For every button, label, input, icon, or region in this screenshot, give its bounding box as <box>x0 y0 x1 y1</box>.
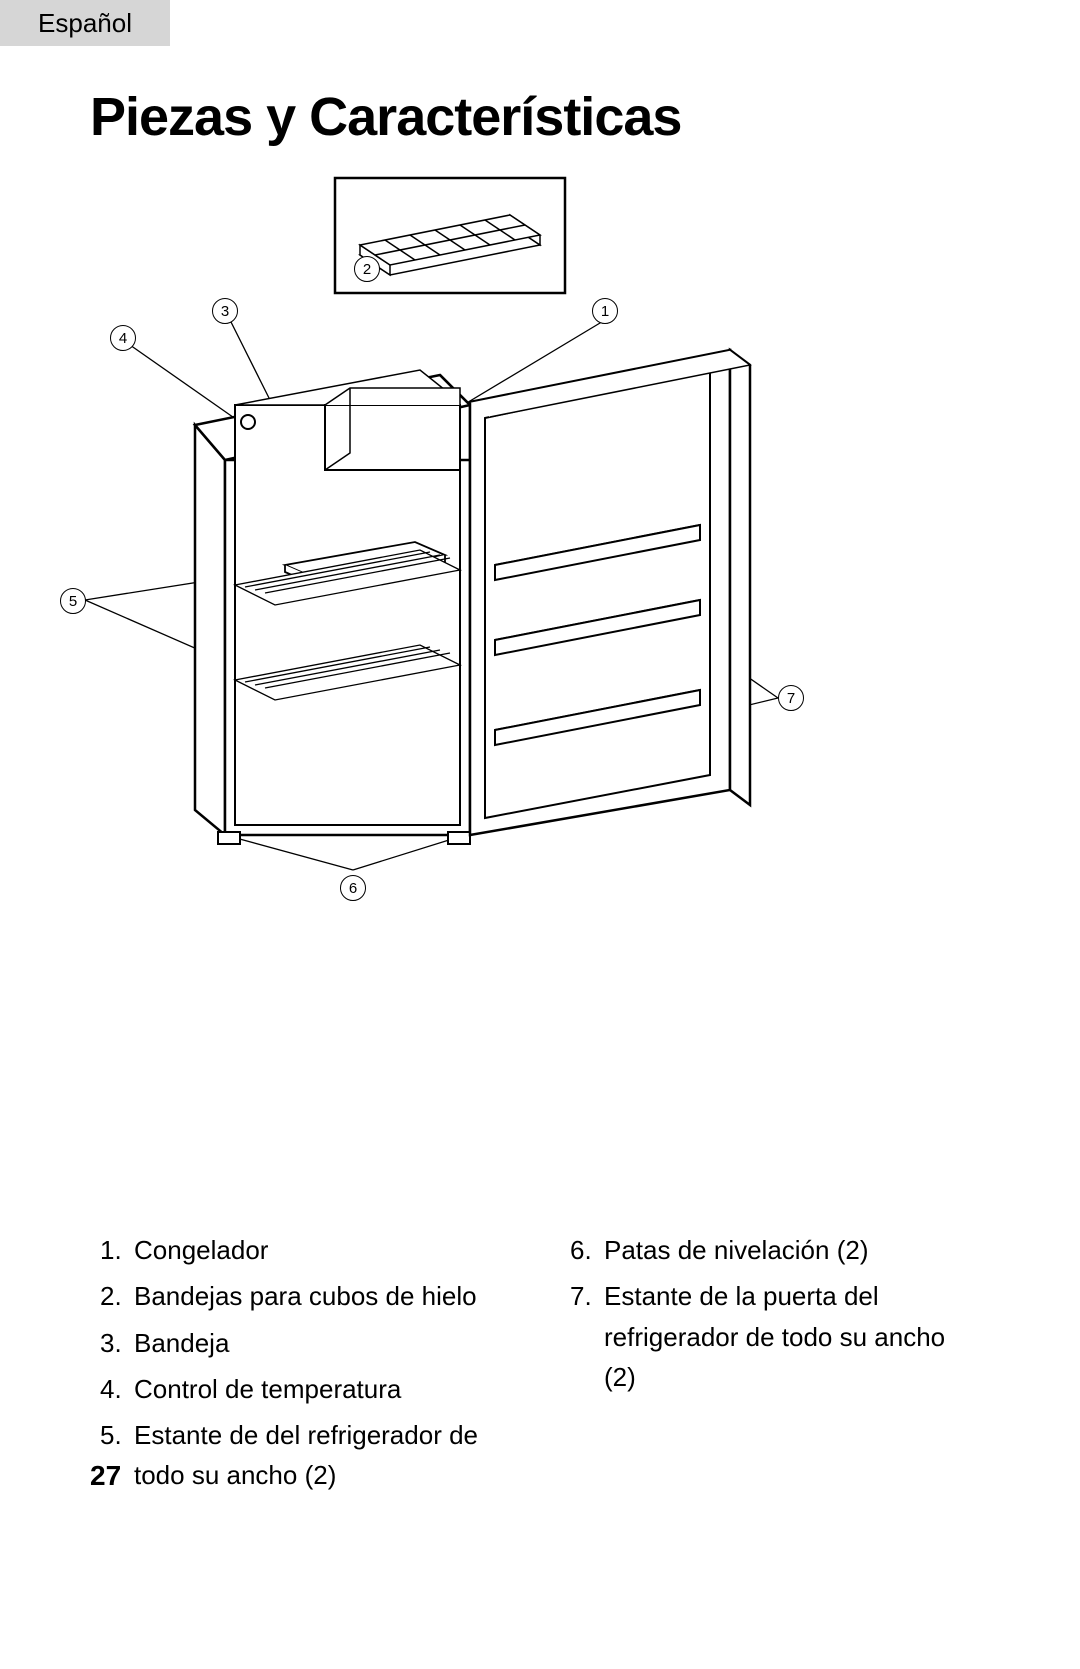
parts-diagram: 1 2 3 4 5 6 7 <box>50 170 1030 950</box>
parts-legend: 1.Congelador 2.Bandejas para cubos de hi… <box>100 1230 980 1502</box>
callout-7: 7 <box>778 685 804 711</box>
legend-item: 6.Patas de nivelación (2) <box>570 1230 980 1270</box>
callout-4: 4 <box>110 325 136 351</box>
legend-item: 4.Control de temperatura <box>100 1369 510 1409</box>
legend-item: 2.Bandejas para cubos de hielo <box>100 1276 510 1316</box>
language-tab-label: Español <box>38 8 132 39</box>
legend-item: 7.Estante de la puerta del refrigerador … <box>570 1276 980 1397</box>
callout-6: 6 <box>340 875 366 901</box>
legend-item: 1.Congelador <box>100 1230 510 1270</box>
legend-col-left: 1.Congelador 2.Bandejas para cubos de hi… <box>100 1230 510 1502</box>
page-number: 27 <box>90 1460 121 1492</box>
callout-1: 1 <box>592 298 618 324</box>
callout-5: 5 <box>60 588 86 614</box>
legend-item: 3.Bandeja <box>100 1323 510 1363</box>
page: Español Piezas y Características <box>0 0 1080 1669</box>
callout-2: 2 <box>354 256 380 282</box>
page-title: Piezas y Características <box>90 86 681 148</box>
callout-3: 3 <box>212 298 238 324</box>
fridge-door <box>470 350 750 835</box>
legend-col-right: 6.Patas de nivelación (2) 7.Estante de l… <box>570 1230 980 1502</box>
diagram-svg <box>50 170 1030 950</box>
legend-item: 5.Estante de del refrigerador de todo su… <box>100 1415 510 1496</box>
fridge-body <box>195 370 470 844</box>
language-tab: Español <box>0 0 170 46</box>
